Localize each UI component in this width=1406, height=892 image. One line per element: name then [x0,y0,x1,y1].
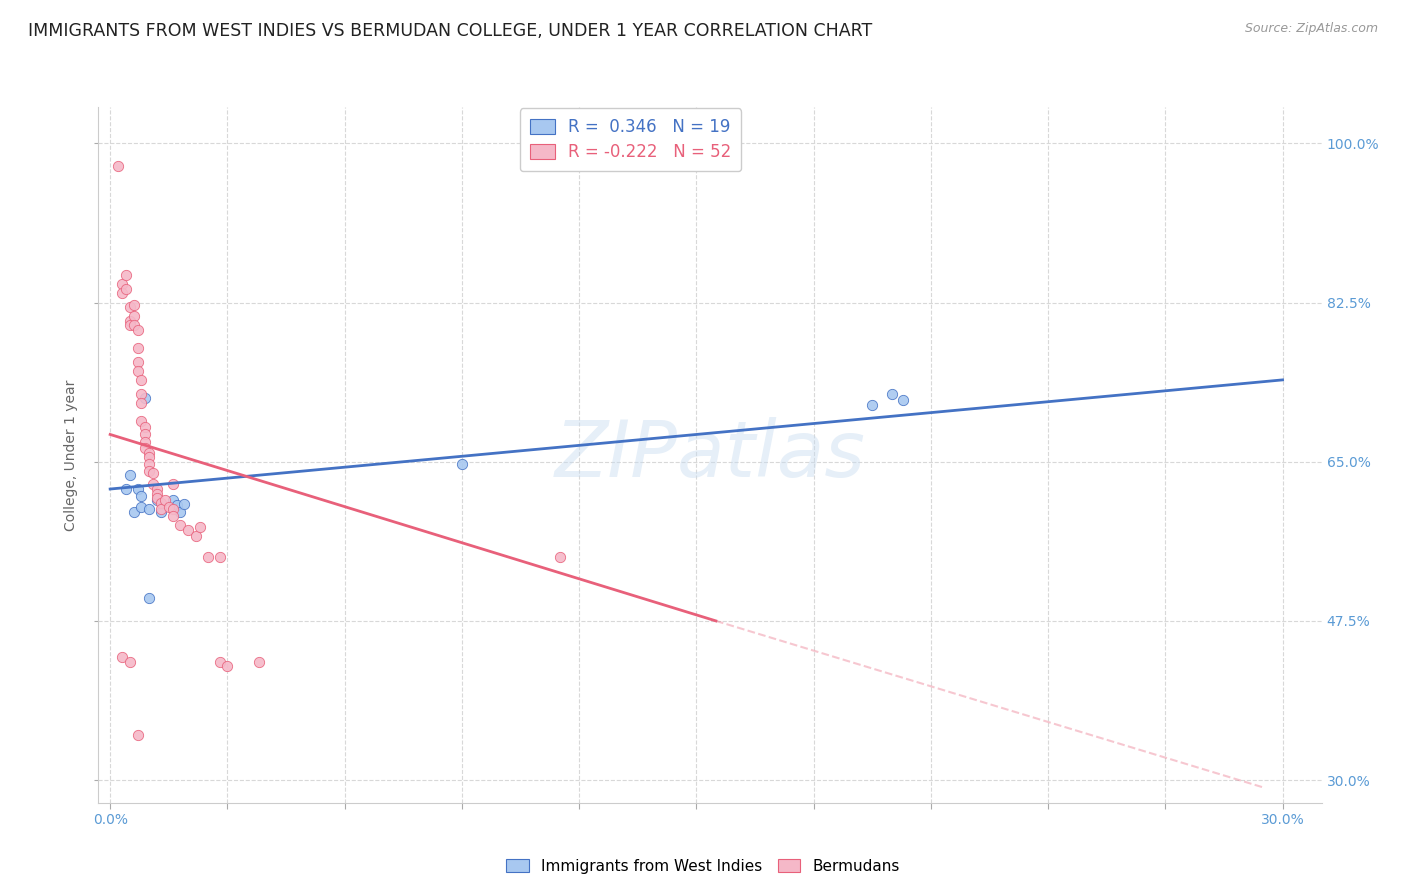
Point [138,450,160,465]
Point [157,500,180,515]
Point [114,282,136,296]
Point [177,523,200,537]
Point [142,466,165,480]
Point [127,728,149,742]
Point [122,298,145,312]
Point [149,496,172,510]
Point [169,518,191,533]
Point [450,457,472,471]
Point [127,341,149,355]
Legend: R =  0.346   N = 19, R = -0.222   N = 52: R = 0.346 N = 19, R = -0.222 N = 52 [520,109,741,171]
Legend: Immigrants from West Indies, Bermudans: Immigrants from West Indies, Bermudans [499,853,907,880]
Point [127,364,149,378]
Point [184,529,207,543]
Point [166,499,188,513]
Point [880,386,903,401]
Point [217,659,239,673]
Point [127,482,149,496]
Point [131,500,153,515]
Point [122,310,145,324]
Point [111,286,134,301]
Point [208,655,231,669]
Point [127,323,149,337]
Point [138,457,160,471]
Point [247,655,270,669]
Point [138,445,160,459]
Point [208,550,231,565]
Point [114,482,136,496]
Point [146,482,169,496]
Text: Source: ZipAtlas.com: Source: ZipAtlas.com [1244,22,1378,36]
Point [197,550,219,565]
Point [131,386,153,401]
Point [548,550,571,565]
Point [162,509,184,524]
Point [114,268,136,283]
Y-axis label: College, Under 1 year: College, Under 1 year [65,379,79,531]
Point [169,505,191,519]
Point [893,392,915,407]
Point [122,318,145,333]
Text: ZIPatlas: ZIPatlas [554,417,866,493]
Point [134,427,156,442]
Point [118,318,141,333]
Point [146,486,169,500]
Point [107,159,129,173]
Point [138,464,160,478]
Point [122,505,145,519]
Point [118,468,141,483]
Point [111,277,134,292]
Point [131,414,153,428]
Point [149,505,172,519]
Text: IMMIGRANTS FROM WEST INDIES VS BERMUDAN COLLEGE, UNDER 1 YEAR CORRELATION CHART: IMMIGRANTS FROM WEST INDIES VS BERMUDAN … [28,22,872,40]
Point [131,373,153,387]
Point [111,650,134,665]
Point [134,420,156,434]
Point [173,498,195,512]
Point [138,502,160,516]
Point [134,434,156,449]
Point [188,520,211,534]
Point [149,502,172,516]
Point [131,395,153,409]
Point [162,492,184,507]
Point [118,655,141,669]
Point [118,314,141,328]
Point [127,354,149,368]
Point [153,492,176,507]
Point [118,300,141,314]
Point [142,477,165,491]
Point [134,391,156,405]
Point [146,491,169,505]
Point [162,502,184,516]
Point [860,398,883,412]
Point [134,441,156,455]
Point [162,477,184,491]
Point [138,591,160,606]
Point [131,489,153,503]
Point [146,492,169,507]
